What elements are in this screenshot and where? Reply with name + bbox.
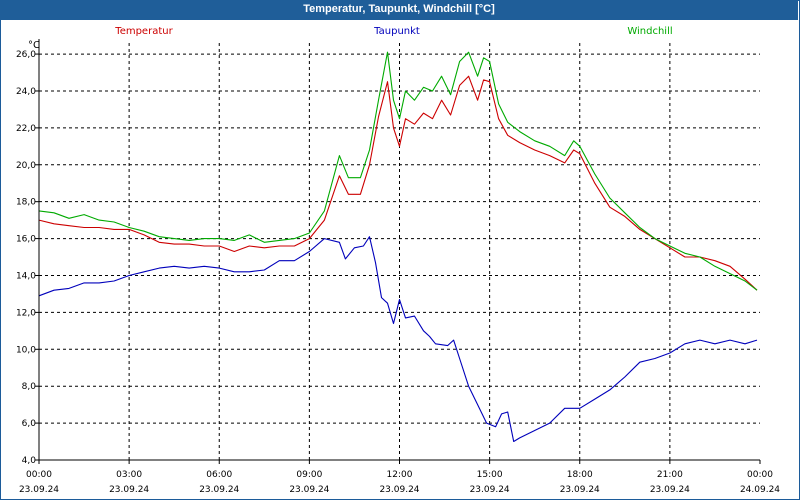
series-line-taupunkt <box>38 236 758 443</box>
x-tick-time-label: 09:00 <box>296 470 322 480</box>
y-tick-label: 22,0 <box>16 124 36 134</box>
x-tick-date-label: 23.09.24 <box>199 485 239 495</box>
window-title: Temperatur, Taupunkt, Windchill [°C] <box>0 0 798 20</box>
y-tick-label: 18,0 <box>16 198 36 208</box>
legend-entry-windchill: Windchill <box>627 26 672 37</box>
x-tick-time-label: 21:00 <box>657 470 683 480</box>
x-tick-time-label: 12:00 <box>387 470 413 480</box>
y-tick-label: 10,0 <box>16 345 36 355</box>
x-tick-date-label: 23.09.24 <box>560 485 600 495</box>
y-tick-label: 24,0 <box>16 87 36 97</box>
y-tick-label: 8,0 <box>22 382 37 392</box>
x-tick-date-label: 23.09.24 <box>650 485 690 495</box>
series-line-temperatur <box>38 75 758 291</box>
y-tick-label: 14,0 <box>16 271 36 281</box>
x-tick-time-label: 00:00 <box>747 470 773 480</box>
y-tick-label: 20,0 <box>16 161 36 171</box>
y-tick-label: 4,0 <box>22 456 37 466</box>
legend-entry-temperatur: Temperatur <box>114 26 173 37</box>
grid-layer <box>39 43 760 460</box>
series-layer <box>38 51 758 443</box>
y-tick-label: 6,0 <box>22 419 37 429</box>
label-layer: 4,0 6,0 8,0 10,0 12,0 14,0 16,0 18,0 20,0 22,0 24,… <box>16 26 780 495</box>
x-tick-time-label: 00:00 <box>26 470 52 480</box>
x-tick-date-label: 23.09.24 <box>379 485 419 495</box>
legend-entry-taupunkt: Taupunkt <box>373 26 420 37</box>
y-tick-label: 16,0 <box>16 235 36 245</box>
x-tick-time-label: 06:00 <box>206 470 232 480</box>
x-tick-date-label: 23.09.24 <box>289 485 329 495</box>
x-tick-date-label: 23.09.24 <box>109 485 149 495</box>
y-tick-label: 26,0 <box>16 50 36 60</box>
axis-layer <box>35 39 761 464</box>
x-tick-time-label: 15:00 <box>477 470 503 480</box>
x-tick-time-label: 18:00 <box>567 470 593 480</box>
series-line-windchill <box>38 51 758 291</box>
y-axis-unit-label: °C <box>28 40 40 51</box>
x-tick-date-label: 23.09.24 <box>470 485 510 495</box>
y-tick-label: 12,0 <box>16 308 36 318</box>
x-tick-time-label: 03:00 <box>116 470 142 480</box>
x-tick-date-label: 24.09.24 <box>740 485 780 495</box>
x-tick-date-label: 23.09.24 <box>19 485 59 495</box>
